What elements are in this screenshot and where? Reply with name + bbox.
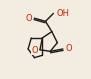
Text: O: O [31, 46, 38, 55]
Text: OH: OH [56, 9, 69, 18]
Text: O: O [65, 44, 72, 53]
Text: O: O [25, 14, 32, 23]
